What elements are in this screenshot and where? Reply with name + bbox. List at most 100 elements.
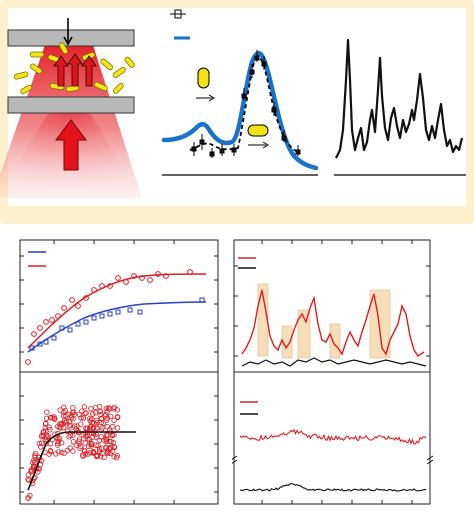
- scatter-point: [25, 472, 32, 478]
- scatter-point: [111, 417, 117, 424]
- large-force-arrow-icon: [55, 119, 87, 171]
- scatter-point: [111, 406, 117, 412]
- scatter-point: [106, 445, 112, 452]
- scatter-point: [87, 415, 93, 422]
- scatter-point: [88, 443, 94, 449]
- scatter-point: [29, 468, 35, 474]
- scatter-point: [109, 423, 116, 430]
- scatter-point: [67, 445, 73, 451]
- middle-plot-dashed-curve: [189, 56, 299, 153]
- axis-break-marks: [232, 455, 434, 465]
- scatter-point: [113, 454, 120, 461]
- top-panel: [0, 0, 474, 224]
- scatter-point: [80, 453, 86, 459]
- scatter-point: [98, 415, 104, 422]
- particle-trap-icon: [13, 42, 135, 95]
- scatter-point: [83, 425, 89, 431]
- scatter-point: [25, 495, 31, 501]
- legend-marker-icon: [170, 9, 190, 40]
- scatter-point: [79, 452, 86, 458]
- scatter-point: [55, 436, 61, 442]
- scatter-point: [57, 407, 63, 413]
- scatter-point: [70, 404, 76, 411]
- scatter-point: [81, 404, 88, 410]
- blue-data-points: [29, 297, 205, 351]
- scatter-point: [42, 421, 49, 427]
- scatter-point: [103, 436, 110, 443]
- scatter-point: [56, 424, 62, 430]
- bottom-right-svg: [232, 239, 434, 505]
- scatter-point: [93, 453, 100, 460]
- bottom-left-svg: [19, 239, 219, 505]
- middle-plot-data-points: [191, 50, 301, 158]
- scatter-point: [59, 440, 65, 446]
- scatter-point: [44, 409, 50, 415]
- scatter-point: [109, 432, 116, 439]
- scatter-point: [76, 436, 83, 442]
- scatter-point: [76, 438, 82, 444]
- scatter-point: [36, 440, 42, 447]
- scatter-point: [31, 457, 37, 463]
- scatter-point: [96, 446, 103, 452]
- scatter-point: [60, 413, 67, 419]
- scatter-point: [59, 449, 65, 456]
- red-data-points: [25, 269, 193, 365]
- scatter-point: [61, 450, 67, 456]
- scatter-point: [60, 421, 66, 427]
- bottom-left-ticks: [20, 240, 218, 504]
- scatter-point: [74, 423, 80, 429]
- scatter-point: [69, 409, 76, 415]
- scatter-point: [70, 415, 76, 422]
- scatter-point: [81, 447, 88, 454]
- scatter-point: [97, 412, 103, 418]
- upward-force-arrows: [53, 53, 97, 87]
- scatter-point: [103, 405, 109, 411]
- scatter-point: [73, 442, 80, 448]
- lower-scatter-points: [25, 403, 121, 501]
- scatter-point: [90, 450, 97, 456]
- scatter-point: [103, 445, 109, 451]
- scatter-point: [70, 439, 77, 445]
- scatter-point: [39, 432, 45, 439]
- scatter-point: [68, 422, 74, 429]
- scatter-point: [43, 436, 49, 442]
- scatter-point: [54, 442, 61, 448]
- scatter-point: [101, 437, 107, 443]
- scatter-point: [96, 403, 103, 410]
- scatter-point: [48, 449, 54, 455]
- bottom-left-panel: [14, 236, 224, 508]
- scatter-point: [47, 426, 53, 433]
- scatter-point: [99, 425, 105, 431]
- scatter-point: [111, 453, 117, 460]
- middle-plot-fit-curve: [161, 50, 319, 171]
- scatter-point: [32, 450, 39, 457]
- lower-red-trace: [239, 428, 427, 445]
- scatter-point: [89, 434, 95, 441]
- scatter-point: [85, 451, 91, 457]
- scatter-point: [104, 423, 111, 430]
- bottom-left-legend: [28, 251, 46, 267]
- scatter-point: [32, 454, 38, 461]
- scatter-point: [87, 449, 94, 456]
- scatter-point: [57, 421, 63, 427]
- bottom-right-legend: [238, 257, 258, 415]
- scatter-point: [38, 444, 44, 450]
- scatter-point: [46, 424, 52, 430]
- scatter-point: [28, 469, 34, 475]
- scatter-point: [61, 404, 67, 410]
- scatter-point: [94, 425, 100, 431]
- scatter-point: [114, 425, 121, 431]
- scatter-point: [76, 411, 83, 418]
- scatter-point: [80, 415, 87, 421]
- scatter-point: [47, 441, 53, 447]
- scatter-point: [98, 419, 104, 426]
- scatter-point: [89, 420, 95, 426]
- scatter-point: [114, 407, 121, 413]
- bottom-right-ticks: [234, 240, 430, 504]
- scatter-point: [43, 415, 50, 422]
- upper-red-trace: [241, 289, 425, 357]
- scatter-point: [94, 419, 100, 426]
- scatter-point: [53, 451, 59, 457]
- scatter-point: [103, 411, 109, 418]
- scatter-point: [63, 418, 70, 424]
